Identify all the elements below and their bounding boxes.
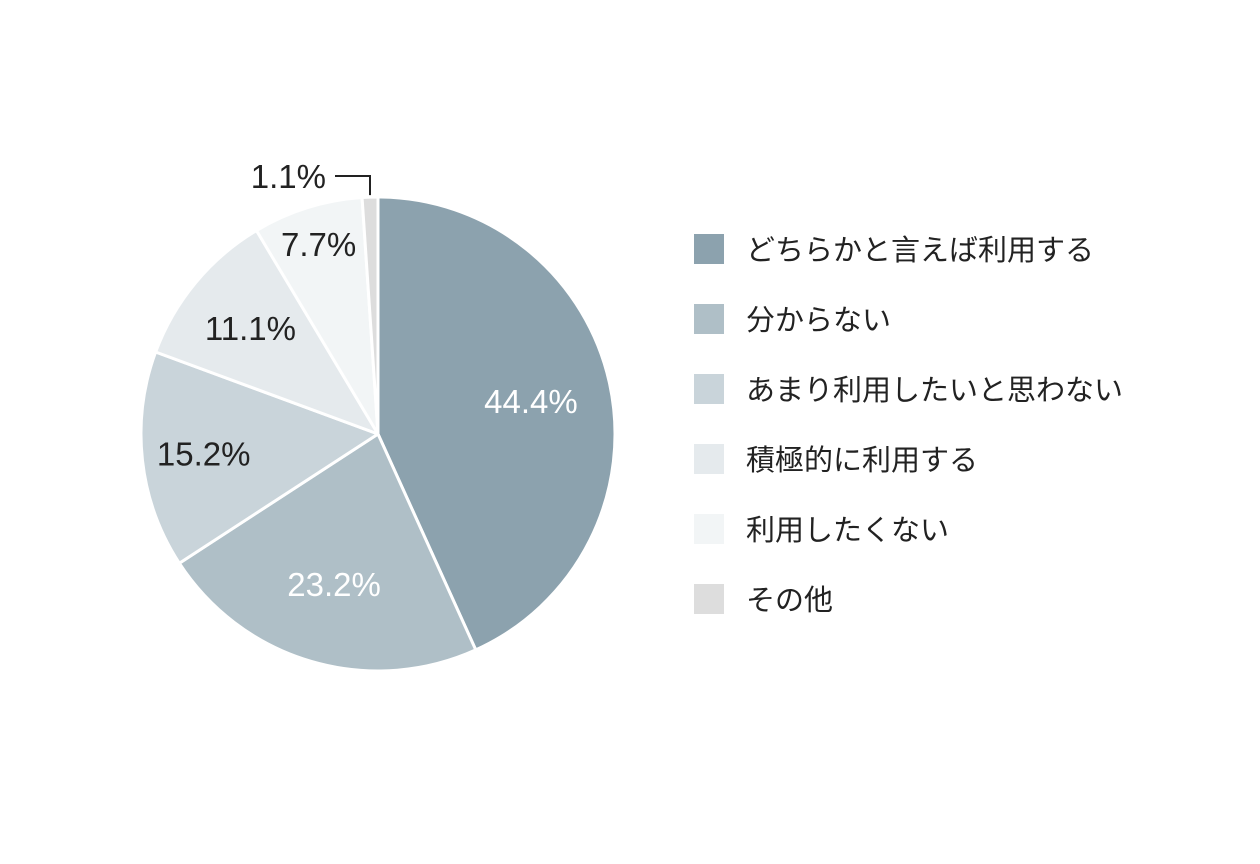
slice-value-label: 1.1% bbox=[251, 158, 326, 195]
legend-label: どちらかと言えば利用する bbox=[746, 234, 1094, 267]
pie-slices bbox=[139, 195, 617, 673]
legend: どちらかと言えば利用する分からないあまり利用したいと思わない積極的に利用する利用… bbox=[694, 234, 1123, 617]
pie-slice bbox=[139, 350, 380, 565]
legend-label: あまり利用したいと思わない bbox=[746, 374, 1123, 407]
slice-value-label: 15.2% bbox=[157, 436, 251, 473]
legend-label: 利用したくない bbox=[746, 514, 949, 547]
pie-slice bbox=[154, 229, 380, 436]
leader-line bbox=[335, 175, 371, 196]
slice-value-label: 7.7% bbox=[281, 226, 356, 263]
legend-swatch bbox=[694, 514, 724, 544]
slice-value-label: 11.1% bbox=[205, 310, 296, 347]
legend-swatch bbox=[694, 304, 724, 334]
pie-slice bbox=[360, 195, 380, 436]
legend-label: その他 bbox=[746, 584, 833, 617]
legend-swatch bbox=[694, 374, 724, 404]
slice-value-labels: 44.4% 23.2% 15.2% 11.1% 7.7% 1.1% bbox=[157, 158, 578, 603]
legend-label: 積極的に利用する bbox=[746, 444, 978, 477]
slice-value-label: 44.4% bbox=[484, 383, 578, 420]
pie-slice bbox=[376, 195, 617, 652]
legend-swatch bbox=[694, 234, 724, 264]
pie-slice bbox=[254, 196, 380, 436]
pie-slice bbox=[177, 432, 478, 673]
slice-value-label: 23.2% bbox=[287, 566, 381, 603]
legend-swatch bbox=[694, 584, 724, 614]
legend-swatch bbox=[694, 444, 724, 474]
legend-label: 分からない bbox=[746, 305, 891, 337]
